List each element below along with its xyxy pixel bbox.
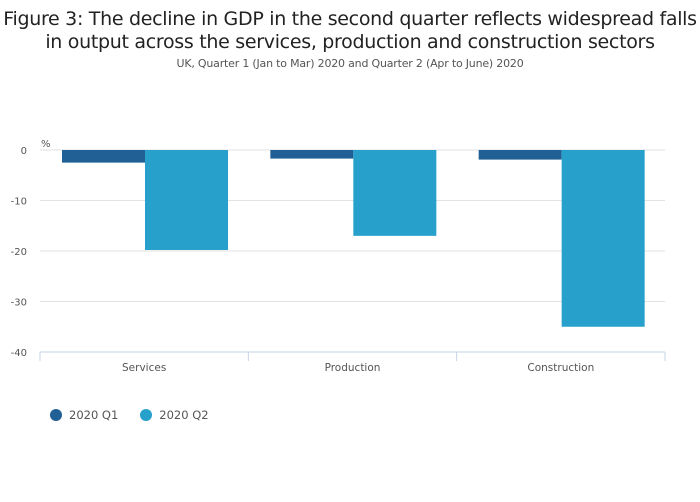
y-tick-label: -10 [11, 197, 27, 208]
chart-title-line-1: Figure 3: The decline in GDP in the seco… [3, 8, 697, 30]
legend-item-q1[interactable]: 2020 Q1 [50, 408, 118, 422]
bars [62, 150, 645, 327]
chart-subtitle: UK, Quarter 1 (Jan to Mar) 2020 and Quar… [176, 57, 524, 70]
legend-label-q2: 2020 Q2 [159, 408, 209, 422]
y-tick-label: 0 [21, 146, 27, 157]
bar-services-q1 [62, 150, 145, 163]
bar-production-q1 [270, 150, 354, 159]
bar-services-q2 [145, 150, 228, 250]
legend-item-q2[interactable]: 2020 Q2 [140, 408, 209, 422]
x-tick-label: Services [122, 362, 166, 374]
y-tick-label: -20 [11, 247, 27, 258]
legend-swatch-q2 [140, 409, 153, 421]
legend-swatch-q1 [50, 409, 62, 421]
legend: 2020 Q1 2020 Q2 [50, 408, 209, 422]
y-tick-label: -30 [11, 298, 27, 309]
y-axis-ticks: 0 -10 -20 -30 -40 [11, 146, 27, 359]
chart-title-line-2: in output across the services, productio… [45, 31, 655, 53]
bar-production-q2 [353, 150, 437, 236]
x-tick-label: Construction [527, 362, 594, 374]
y-tick-label: -40 [11, 348, 27, 359]
chart-title: Figure 3: The decline in GDP in the seco… [0, 8, 700, 54]
y-axis-unit-label: % [41, 139, 51, 150]
x-tick-label: Production [325, 362, 381, 374]
legend-label-q1: 2020 Q1 [69, 408, 119, 422]
bar-construction-q2 [561, 150, 645, 327]
x-axis: Services Production Construction [39, 351, 666, 374]
bar-construction-q1 [478, 150, 562, 160]
